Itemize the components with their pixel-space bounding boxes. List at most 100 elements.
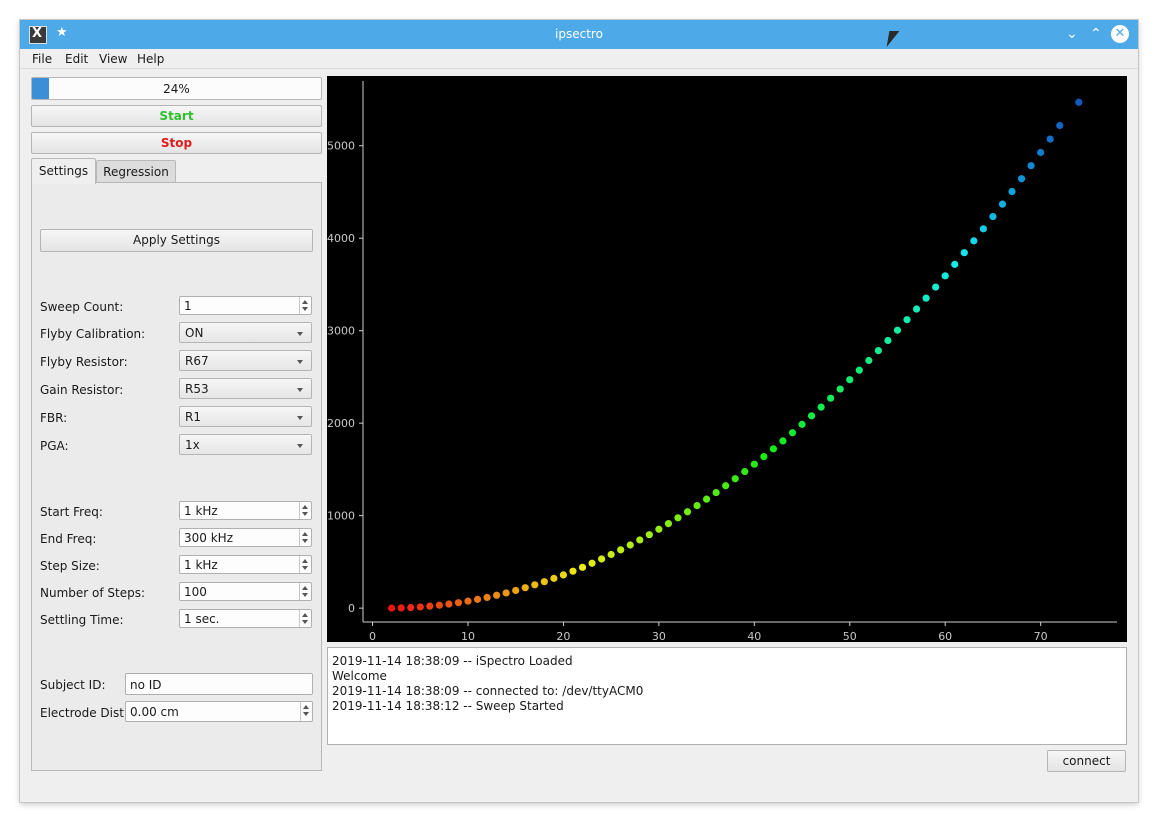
app-icon: X <box>29 26 47 44</box>
data-point <box>760 453 768 461</box>
gain-resistor-select[interactable]: R53 <box>179 378 312 399</box>
data-point <box>817 403 825 411</box>
flyby-calibration-select[interactable]: ON <box>179 322 312 343</box>
data-point <box>884 336 892 345</box>
data-point <box>531 581 539 589</box>
menu-file[interactable]: File <box>32 52 53 66</box>
data-point <box>588 559 596 567</box>
menu-edit[interactable]: Edit <box>65 52 89 66</box>
stop-button[interactable]: Stop <box>31 132 322 154</box>
spin-arrows-icon[interactable] <box>299 610 311 627</box>
data-point <box>1027 162 1035 170</box>
step-size-value: 1 kHz <box>184 558 218 572</box>
step-size-label: Step Size: <box>40 559 100 573</box>
tab-settings[interactable]: Settings <box>31 158 96 184</box>
data-point <box>397 604 405 612</box>
log-line: 2019-11-14 18:38:09 -- iSpectro Loaded <box>332 654 573 668</box>
pga-value: 1x <box>185 438 200 452</box>
chevron-down-icon <box>297 360 303 364</box>
data-point <box>578 563 587 571</box>
flyby-resistor-value: R67 <box>185 354 209 368</box>
flyby-resistor-select[interactable]: R67 <box>179 350 312 371</box>
gain-resistor-value: R53 <box>185 382 209 396</box>
spin-arrows-icon[interactable] <box>299 529 311 546</box>
pga-label: PGA: <box>40 439 69 453</box>
minimize-icon[interactable]: ⌄ <box>1066 26 1078 42</box>
data-point <box>693 501 701 510</box>
data-point <box>607 550 615 559</box>
log-line: Welcome <box>332 669 387 683</box>
data-point <box>426 602 434 610</box>
pin-icon[interactable]: ★ <box>56 25 68 40</box>
start-button[interactable]: Start <box>31 105 322 127</box>
subject-id-value: no ID <box>130 678 162 692</box>
scatter-chart: 0 10 20 30 40 50 60 70 0 1000 2000 3000 4000 5000 <box>327 81 1117 642</box>
data-point <box>827 394 835 402</box>
start-freq-label: Start Freq: <box>40 505 103 519</box>
log-console[interactable]: 2019-11-14 18:38:09 -- iSpectro Loaded W… <box>327 647 1127 745</box>
sweep-progress-bar: 24% <box>31 77 322 100</box>
chevron-down-icon <box>297 444 303 448</box>
data-point <box>655 525 663 533</box>
data-point <box>712 488 720 497</box>
fbr-value: R1 <box>185 410 201 424</box>
end-freq-stepper[interactable]: 300 kHz <box>179 528 312 547</box>
data-point <box>473 595 482 603</box>
x-tick-label: 0 <box>369 630 376 642</box>
impedance-plot[interactable]: 0 10 20 30 40 50 60 70 0 1000 2000 3000 4000 5000 <box>327 76 1127 642</box>
app-window: X ★ ipsectro ⌄ ⌃ ✕ File Edit View Help 2… <box>20 20 1138 802</box>
data-point <box>741 467 749 476</box>
spin-arrows-icon[interactable] <box>299 556 311 573</box>
data-point <box>1008 187 1016 196</box>
data-point <box>645 531 653 539</box>
sweep-count-stepper[interactable]: 1 <box>179 296 312 315</box>
data-point <box>388 604 396 612</box>
menu-view[interactable]: View <box>99 52 128 66</box>
connect-button[interactable]: connect <box>1047 750 1126 772</box>
pga-select[interactable]: 1x <box>179 434 312 455</box>
data-point <box>464 597 472 605</box>
data-point <box>922 294 930 302</box>
num-steps-stepper[interactable]: 100 <box>179 582 312 601</box>
data-point <box>836 385 844 393</box>
spin-arrows-icon[interactable] <box>299 502 311 519</box>
data-point <box>788 429 797 437</box>
start-freq-stepper[interactable]: 1 kHz <box>179 501 312 520</box>
subject-id-label: Subject ID: <box>40 678 106 692</box>
data-point <box>893 326 902 334</box>
data-point <box>941 272 949 280</box>
settings-panel: Apply Settings Sweep Count: 1 Flyby Cali… <box>31 182 322 771</box>
data-point <box>979 225 987 233</box>
step-size-stepper[interactable]: 1 kHz <box>179 555 312 574</box>
log-line: 2019-11-14 18:38:12 -- Sweep Started <box>332 699 564 713</box>
data-point <box>846 376 854 384</box>
data-point <box>731 475 739 483</box>
menu-divider <box>20 68 1138 69</box>
sweep-count-label: Sweep Count: <box>40 300 124 314</box>
settling-time-value: 1 sec. <box>184 612 220 626</box>
window-title: ipsectro <box>555 27 603 41</box>
start-freq-value: 1 kHz <box>184 504 218 518</box>
data-point <box>1017 175 1026 183</box>
tab-regression[interactable]: Regression <box>96 160 176 183</box>
close-icon[interactable]: ✕ <box>1111 25 1129 43</box>
data-point <box>932 283 940 291</box>
spin-arrows-icon[interactable] <box>299 583 311 600</box>
data-point <box>865 356 873 365</box>
y-tick-label: 3000 <box>327 325 355 338</box>
maximize-icon[interactable]: ⌃ <box>1090 26 1102 42</box>
subject-id-input[interactable]: no ID <box>125 673 313 695</box>
data-point <box>502 589 510 597</box>
chevron-down-icon <box>297 332 303 336</box>
progress-fill <box>32 78 49 99</box>
title-bar[interactable]: X ★ ipsectro ⌄ ⌃ ✕ <box>20 20 1138 49</box>
data-point <box>1037 148 1045 157</box>
apply-settings-button[interactable]: Apply Settings <box>40 229 313 252</box>
settling-time-stepper[interactable]: 1 sec. <box>179 609 312 628</box>
spin-arrows-icon[interactable] <box>300 702 312 721</box>
electrode-dist-stepper[interactable]: 0.00 cm <box>125 701 313 722</box>
spin-arrows-icon[interactable] <box>299 297 311 314</box>
menu-help[interactable]: Help <box>137 52 165 66</box>
y-tick-label: 5000 <box>327 140 355 153</box>
fbr-select[interactable]: R1 <box>179 406 312 427</box>
